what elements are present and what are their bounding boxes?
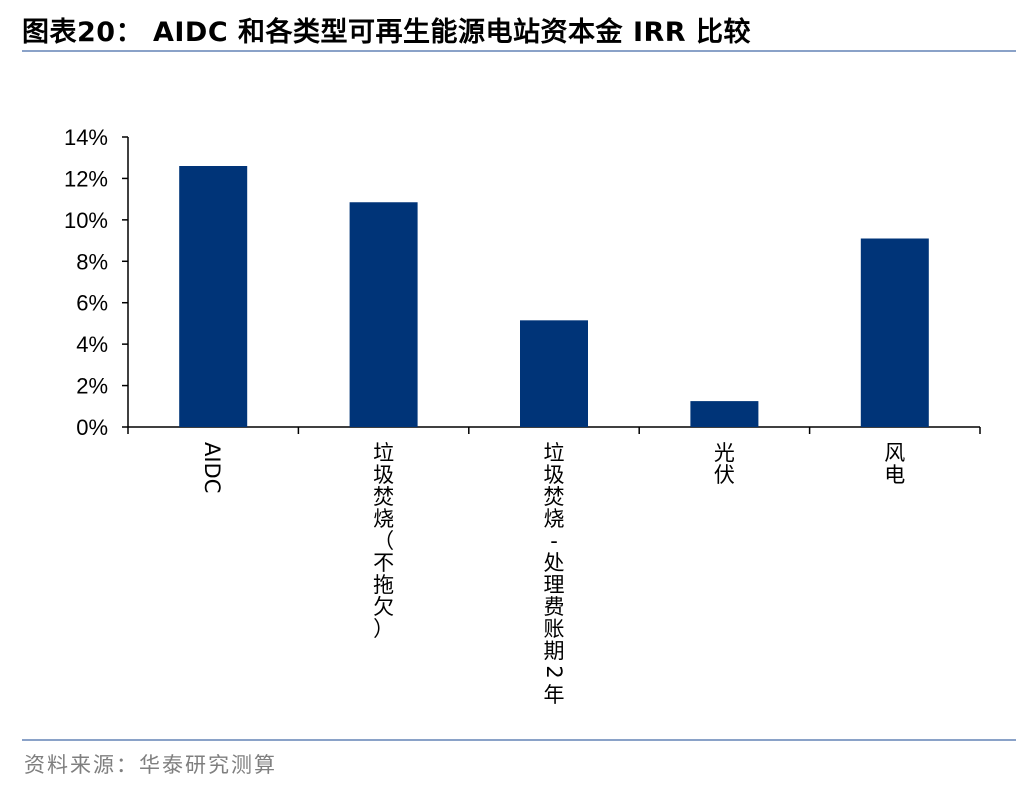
bar: [520, 320, 588, 427]
category-label-char: 烧: [544, 507, 565, 531]
category-label-char: -: [550, 529, 558, 553]
y-tick-label: 8%: [76, 249, 108, 274]
bars: [179, 166, 929, 427]
category-label-char: 拖: [373, 573, 394, 597]
category-label-text: AIDC: [200, 442, 224, 493]
category-label-char: 焚: [373, 485, 394, 509]
bar: [349, 202, 418, 427]
category-label-char: （: [373, 529, 394, 553]
category-label-char: 烧: [373, 507, 394, 531]
category-label-char: 理: [544, 573, 565, 597]
category-label-char: 账: [544, 617, 565, 641]
y-tick-label: 14%: [64, 125, 108, 150]
bar: [860, 238, 929, 427]
y-axis: 0% 2% 4% 6% 8% 10% 12% 14%: [64, 125, 129, 440]
category-label-char: 垃: [544, 441, 565, 465]
category-label-char: 圾: [544, 463, 565, 487]
category-label-char: 光: [714, 441, 735, 465]
category-label-char: ）: [373, 617, 394, 641]
category-label-char: 圾: [373, 463, 394, 487]
chart-title: 图表20： AIDC 和各类型可再生能源电站资本金 IRR 比较: [22, 17, 751, 48]
category-label: 风电: [884, 441, 905, 487]
y-tick-label: 6%: [76, 291, 108, 316]
source-note: 资料来源：华泰研究测算: [24, 753, 277, 777]
bar-chart: 0%2%4%6%8%10%12%14% AIDC 垃圾焚烧（不拖欠）垃圾焚烧-处理…: [64, 125, 981, 707]
category-label-char: 欠: [373, 595, 394, 619]
category-label-char: 期: [544, 639, 565, 663]
category-label-char: 2: [542, 665, 566, 678]
category-label-char: 处: [544, 551, 565, 575]
category-label-char: 焚: [544, 485, 565, 509]
y-tick-label: 12%: [64, 166, 108, 191]
bar: [690, 401, 759, 427]
x-axis: [127, 426, 981, 434]
bar: [179, 166, 248, 427]
category-label-char: 垃: [373, 441, 394, 465]
category-label-char: 电: [884, 463, 905, 487]
category-label-char: 风: [884, 441, 905, 465]
category-label-char: 伏: [714, 463, 735, 487]
category-label-char: 年: [544, 683, 565, 707]
category-label-char: 不: [373, 551, 394, 575]
title-divider: [22, 50, 1016, 52]
y-tick-label: 10%: [64, 208, 108, 233]
y-tick-label: 4%: [76, 332, 108, 357]
category-label-char: 费: [544, 595, 565, 619]
y-tick-label: 2%: [76, 374, 108, 399]
footer-divider: [22, 739, 1016, 741]
y-tick-label: 0%: [76, 415, 108, 440]
category-label: 光伏: [714, 441, 735, 487]
category-label: AIDC: [200, 442, 224, 493]
